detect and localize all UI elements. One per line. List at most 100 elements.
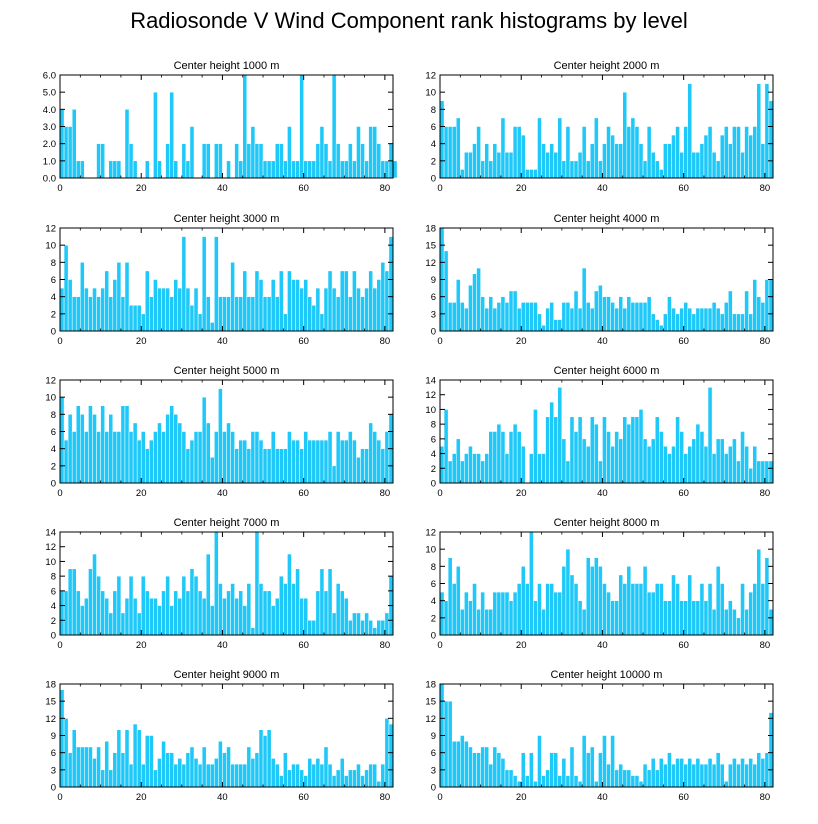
bar xyxy=(335,431,341,484)
bar xyxy=(508,290,514,332)
bar xyxy=(512,423,518,484)
bar xyxy=(291,763,296,788)
bar xyxy=(642,302,648,332)
bar xyxy=(71,568,77,636)
bar xyxy=(667,600,672,636)
bar xyxy=(719,583,725,636)
panel-3: Center height 3000 m 0 20 40 60 80 0 2 4 6 8 10 12 xyxy=(45,213,394,347)
x-tick-label: 0 xyxy=(57,336,62,347)
bar xyxy=(104,270,109,332)
bar xyxy=(484,143,489,179)
bar xyxy=(67,126,73,179)
y-tick-label: 2 xyxy=(431,613,436,624)
bar xyxy=(500,758,506,788)
bar xyxy=(287,769,292,788)
x-tick-label: 80 xyxy=(380,488,391,499)
panel-6: Center height 6000 m 0 20 40 60 80 0 2 4 6 8 10 12 14 xyxy=(425,365,774,499)
bar xyxy=(618,763,623,788)
y-tick-label: 6 xyxy=(51,586,56,597)
bar xyxy=(291,160,296,179)
x-tick-label: 40 xyxy=(597,183,608,194)
bar xyxy=(618,143,623,179)
x-tick-label: 80 xyxy=(760,640,771,651)
bar xyxy=(683,600,688,636)
y-tick-label: 0 xyxy=(431,631,436,642)
bar xyxy=(108,769,114,788)
bar xyxy=(153,769,158,788)
bar xyxy=(59,689,65,788)
bar xyxy=(128,575,134,636)
bar xyxy=(740,758,745,788)
bar xyxy=(266,590,272,636)
plot-frame xyxy=(59,531,394,636)
bar xyxy=(654,160,660,179)
panel-title: Center height 8000 m xyxy=(554,517,660,529)
bar xyxy=(205,553,211,636)
bar xyxy=(768,279,774,332)
bar xyxy=(303,597,308,636)
bar xyxy=(764,279,770,332)
bar xyxy=(100,590,105,636)
bar xyxy=(736,313,741,332)
bar xyxy=(364,612,369,636)
bar xyxy=(181,575,187,636)
bar xyxy=(679,307,684,332)
y-tick-label: 3 xyxy=(51,765,56,776)
panel-title: Center height 1000 m xyxy=(174,60,280,72)
bar xyxy=(84,431,89,484)
x-tick-label: 80 xyxy=(380,183,391,194)
bar xyxy=(161,431,166,484)
bar xyxy=(488,609,494,636)
x-tick-label: 40 xyxy=(217,183,228,194)
bar xyxy=(112,752,118,788)
bar xyxy=(149,597,154,636)
bar xyxy=(161,287,166,332)
bar xyxy=(602,583,607,636)
bar xyxy=(590,143,595,179)
x-tick-label: 60 xyxy=(678,488,689,499)
bar xyxy=(238,763,243,788)
bar xyxy=(520,134,526,179)
bar xyxy=(650,152,656,179)
bar xyxy=(610,134,615,179)
y-tick-label: 8 xyxy=(51,410,56,421)
bar xyxy=(455,566,461,636)
x-tick-label: 0 xyxy=(57,488,62,499)
bar xyxy=(323,143,329,179)
bar xyxy=(752,279,758,332)
bar xyxy=(541,609,546,636)
bar xyxy=(274,597,280,636)
bar xyxy=(169,91,174,179)
bar xyxy=(299,597,304,636)
bar xyxy=(460,735,465,788)
bar xyxy=(638,143,644,179)
bar xyxy=(319,126,325,179)
y-tick-label: 4 xyxy=(51,292,56,303)
bar xyxy=(254,531,260,636)
bar xyxy=(512,290,518,332)
bar xyxy=(348,296,353,332)
bar xyxy=(210,322,215,332)
bar xyxy=(484,307,489,332)
bar xyxy=(218,740,223,788)
bar xyxy=(327,431,333,484)
bar xyxy=(590,416,595,484)
bar xyxy=(319,763,325,788)
bar xyxy=(520,752,526,788)
bar xyxy=(516,307,522,332)
bar xyxy=(659,431,664,484)
bar xyxy=(732,758,737,788)
bar xyxy=(238,439,243,484)
bar xyxy=(642,763,648,788)
bar xyxy=(679,600,684,636)
bar xyxy=(214,143,219,179)
bar xyxy=(63,244,69,332)
bar xyxy=(376,143,382,179)
bar xyxy=(303,431,308,484)
bar xyxy=(520,445,526,484)
bar xyxy=(88,568,93,636)
bar xyxy=(388,723,394,788)
bar xyxy=(577,307,583,332)
bar xyxy=(291,439,296,484)
bar xyxy=(331,775,337,788)
